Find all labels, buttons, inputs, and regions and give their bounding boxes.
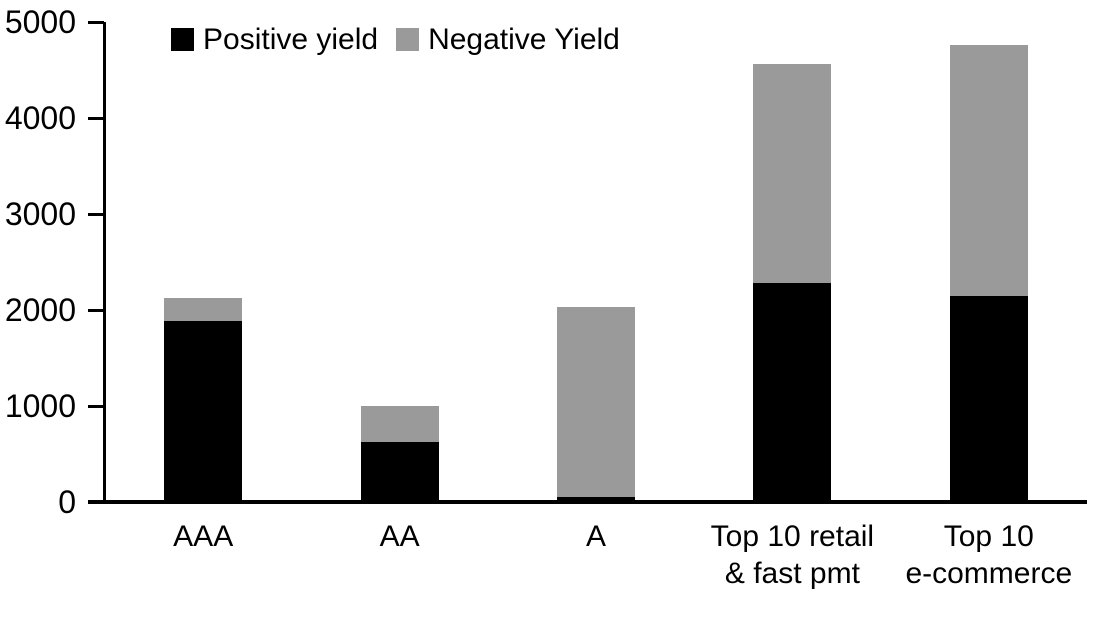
- bar-aaa-positive-yield: [164, 320, 243, 502]
- y-tick-label: 3000: [4, 196, 76, 232]
- x-category-label-a: A: [585, 520, 606, 553]
- legend: Positive yield Negative Yield: [171, 21, 620, 58]
- legend-swatch-positive: [171, 28, 194, 51]
- y-tick-label: 1000: [4, 388, 76, 424]
- x-axis-line: [88, 500, 1087, 504]
- legend-item-positive: Positive yield: [171, 21, 378, 58]
- x-category-label-top-10-e-commerce: Top 10 e-commerce: [905, 520, 1073, 590]
- bar-top-10-retail-fast-pmt-positive-yield: [753, 283, 832, 502]
- y-tick-label: 2000: [4, 292, 76, 328]
- x-category-label-top-10-retail-fast-pmt: Top 10 retail & fast pmt: [710, 520, 875, 590]
- y-tick: [88, 20, 104, 24]
- y-tick: [88, 116, 104, 120]
- y-tick-label: 0: [58, 484, 76, 520]
- y-tick-label: 4000: [4, 100, 76, 136]
- bar-a-negative-yield: [557, 307, 635, 498]
- bar-top-10-e-commerce-negative-yield: [949, 45, 1028, 296]
- legend-item-negative: Negative Yield: [396, 21, 620, 58]
- y-tick: [88, 404, 104, 408]
- bar-aa-positive-yield: [360, 442, 439, 502]
- x-category-label-aa: AA: [379, 520, 420, 553]
- y-axis-line: [103, 22, 106, 504]
- legend-swatch-negative: [396, 28, 420, 51]
- bar-a-positive-yield: [557, 497, 635, 502]
- legend-label-negative: Negative Yield: [428, 23, 620, 56]
- bar-aaa-negative-yield: [164, 298, 243, 321]
- legend-label-positive: Positive yield: [203, 23, 379, 56]
- y-tick-label: 5000: [4, 4, 76, 40]
- bar-top-10-retail-fast-pmt-negative-yield: [753, 64, 832, 284]
- y-tick: [88, 212, 104, 216]
- bar-aa-negative-yield: [360, 406, 439, 443]
- y-tick: [88, 308, 104, 312]
- x-category-label-aaa: AAA: [173, 520, 234, 553]
- bar-top-10-e-commerce-positive-yield: [949, 295, 1028, 502]
